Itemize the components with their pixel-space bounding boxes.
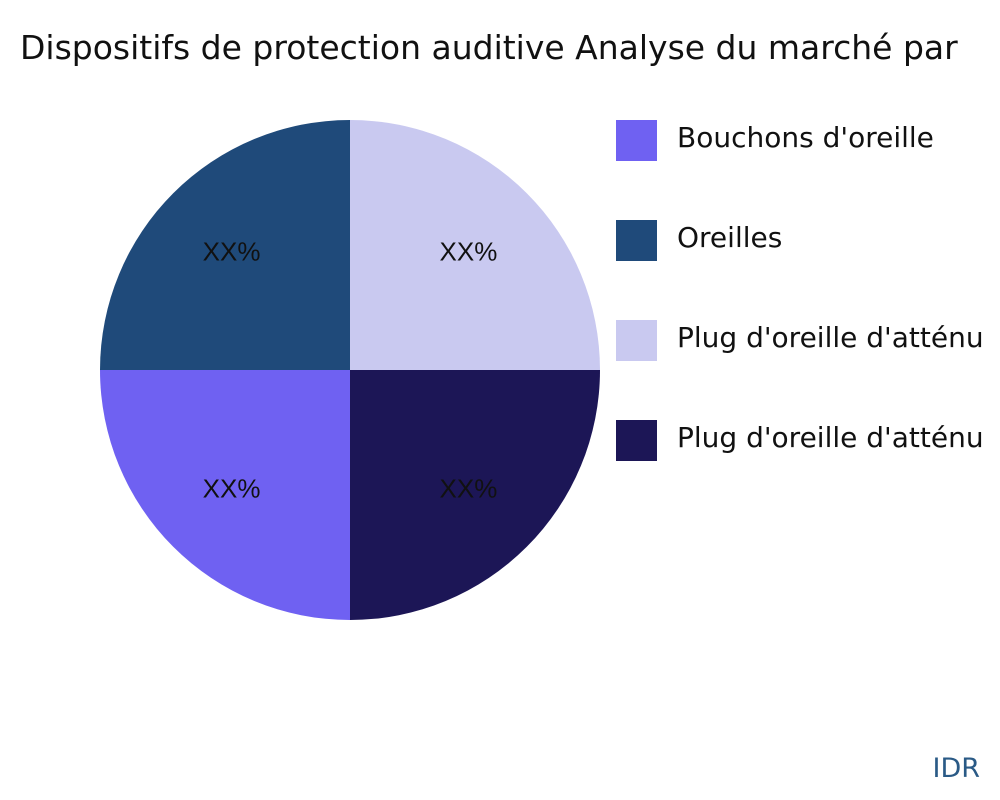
slice-percent-label: XX% xyxy=(440,473,498,503)
pie-slice xyxy=(100,370,350,620)
legend-label: Oreilles xyxy=(677,221,783,254)
legend-swatch xyxy=(616,420,657,461)
legend-label: Plug d'oreille d'atténu xyxy=(677,321,984,354)
chart-title: Dispositifs de protection auditive Analy… xyxy=(20,28,958,67)
pie-slice xyxy=(100,120,350,370)
legend-swatch xyxy=(616,120,657,161)
slice-percent-label: XX% xyxy=(203,237,261,267)
legend-swatch xyxy=(616,320,657,361)
legend-label: Plug d'oreille d'atténu xyxy=(677,421,984,454)
legend-swatch xyxy=(616,220,657,261)
pie-slice xyxy=(350,120,600,370)
watermark-logo: IDR xyxy=(932,753,980,784)
pie-slice xyxy=(350,370,600,620)
legend-label: Bouchons d'oreille xyxy=(677,121,934,154)
slice-percent-label: XX% xyxy=(203,473,261,503)
slice-percent-label: XX% xyxy=(440,237,498,267)
